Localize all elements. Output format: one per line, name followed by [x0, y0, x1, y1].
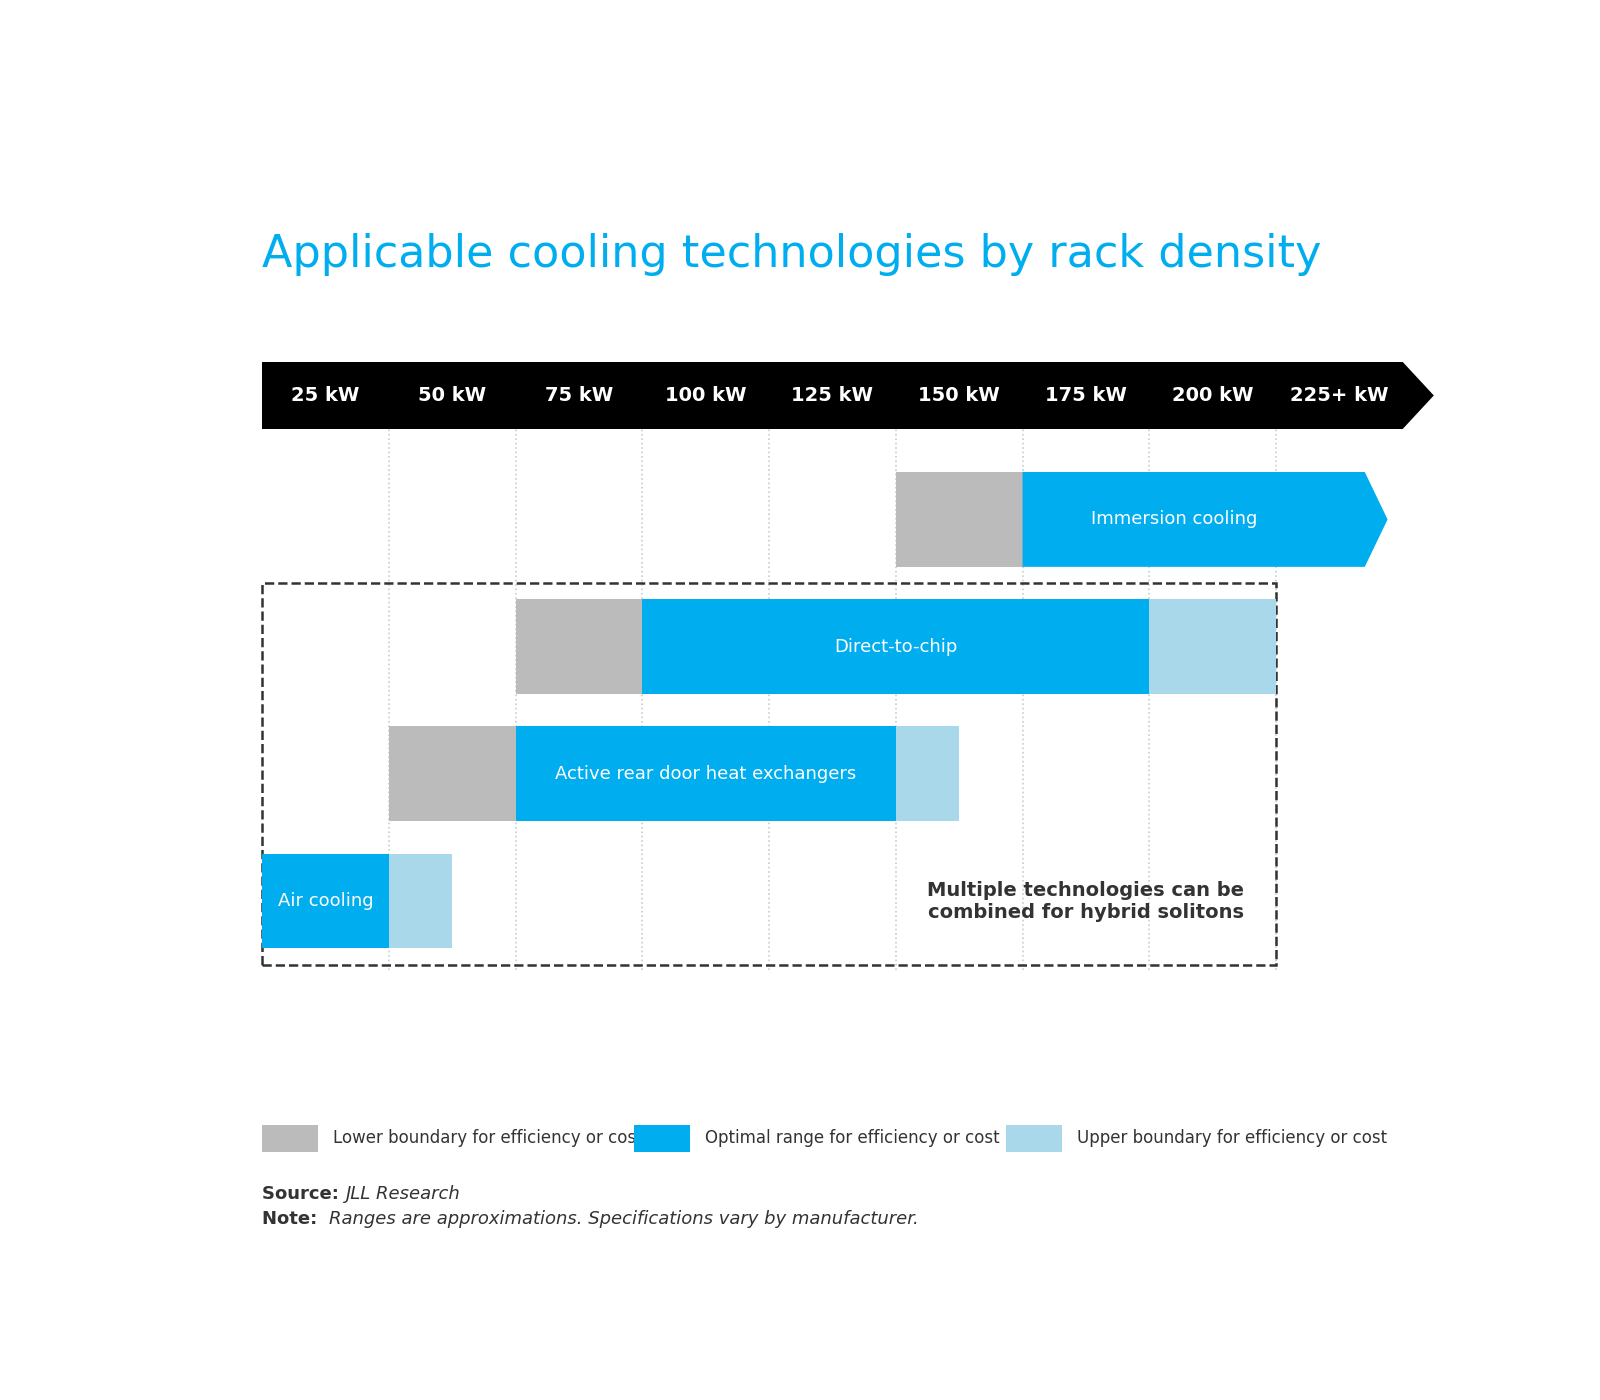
Text: 25 kW: 25 kW [291, 386, 360, 405]
Text: Multiple technologies can be
combined for hybrid solitons: Multiple technologies can be combined fo… [928, 881, 1245, 921]
Text: Optimal range for efficiency or cost: Optimal range for efficiency or cost [704, 1130, 1000, 1147]
FancyBboxPatch shape [515, 599, 642, 694]
FancyBboxPatch shape [634, 1124, 690, 1152]
FancyBboxPatch shape [262, 854, 389, 948]
Text: Note:: Note: [262, 1211, 330, 1228]
Text: Upper boundary for efficiency or cost: Upper boundary for efficiency or cost [1077, 1130, 1387, 1147]
Polygon shape [1403, 363, 1434, 428]
Polygon shape [1022, 472, 1387, 567]
Text: Source:: Source: [262, 1184, 352, 1203]
FancyBboxPatch shape [262, 363, 1403, 428]
FancyBboxPatch shape [262, 1124, 318, 1152]
FancyBboxPatch shape [1149, 599, 1277, 694]
Text: 75 kW: 75 kW [544, 386, 613, 405]
Text: 150 kW: 150 kW [918, 386, 1000, 405]
Text: 200 kW: 200 kW [1171, 386, 1253, 405]
Text: 50 kW: 50 kW [418, 386, 486, 405]
Text: Applicable cooling technologies by rack density: Applicable cooling technologies by rack … [262, 232, 1322, 276]
Text: 125 kW: 125 kW [792, 386, 874, 405]
FancyBboxPatch shape [1006, 1124, 1062, 1152]
Text: Immersion cooling: Immersion cooling [1091, 511, 1258, 528]
Text: Air cooling: Air cooling [277, 892, 373, 910]
FancyBboxPatch shape [896, 727, 958, 822]
FancyBboxPatch shape [389, 727, 515, 822]
Text: JLL Research: JLL Research [346, 1184, 461, 1203]
Text: Active rear door heat exchangers: Active rear door heat exchangers [555, 764, 856, 783]
Text: 100 kW: 100 kW [666, 386, 746, 405]
Text: 225+ kW: 225+ kW [1290, 386, 1389, 405]
Text: Direct-to-chip: Direct-to-chip [834, 637, 957, 655]
Text: 175 kW: 175 kW [1045, 386, 1126, 405]
FancyBboxPatch shape [642, 599, 1149, 694]
Text: Ranges are approximations. Specifications vary by manufacturer.: Ranges are approximations. Specification… [330, 1211, 918, 1228]
FancyBboxPatch shape [896, 472, 1022, 567]
FancyBboxPatch shape [389, 854, 453, 948]
FancyBboxPatch shape [515, 727, 896, 822]
Text: Lower boundary for efficiency or cost: Lower boundary for efficiency or cost [333, 1130, 642, 1147]
